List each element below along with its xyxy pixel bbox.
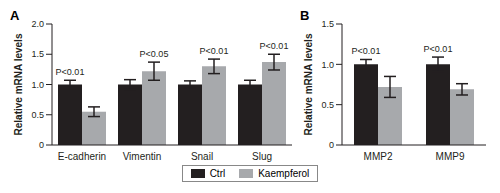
svg-text:1.0: 1.0 <box>321 60 334 70</box>
svg-text:E-cadherin: E-cadherin <box>58 151 106 162</box>
html-text:B: B <box>300 8 310 23</box>
svg-text:1.0: 1.0 <box>31 80 44 90</box>
html-text:Kaempferol: Kaempferol <box>258 168 310 179</box>
svg-text:0.5: 0.5 <box>321 100 334 110</box>
svg-text:Slug: Slug <box>252 151 272 162</box>
svg-text:0: 0 <box>329 140 334 150</box>
svg-text:MMP2: MMP2 <box>364 151 393 162</box>
svg-text:P<0.01: P<0.01 <box>260 41 289 51</box>
svg-text:Relative mRNA levels: Relative mRNA levels <box>13 33 24 135</box>
svg-text:2.0: 2.0 <box>31 19 44 29</box>
svg-text:0: 0 <box>39 140 44 150</box>
svg-text:P<0.01: P<0.01 <box>56 67 85 77</box>
svg-text:Snail: Snail <box>191 151 213 162</box>
html-text:A: A <box>10 8 20 23</box>
svg-text:P<0.01: P<0.01 <box>352 46 381 56</box>
svg-text:P<0.05: P<0.05 <box>140 49 169 59</box>
svg-text:Vimentin: Vimentin <box>123 151 162 162</box>
svg-text:1.5: 1.5 <box>31 49 44 59</box>
svg-text:MMP9: MMP9 <box>436 151 465 162</box>
svg-text:P<0.01: P<0.01 <box>200 46 229 56</box>
svg-text:1.5: 1.5 <box>321 19 334 29</box>
svg-text:0.5: 0.5 <box>31 110 44 120</box>
html-text:Ctrl: Ctrl <box>209 168 226 179</box>
svg-text:Relative mRNA levels: Relative mRNA levels <box>303 33 314 135</box>
svg-text:P<0.01: P<0.01 <box>424 44 453 54</box>
